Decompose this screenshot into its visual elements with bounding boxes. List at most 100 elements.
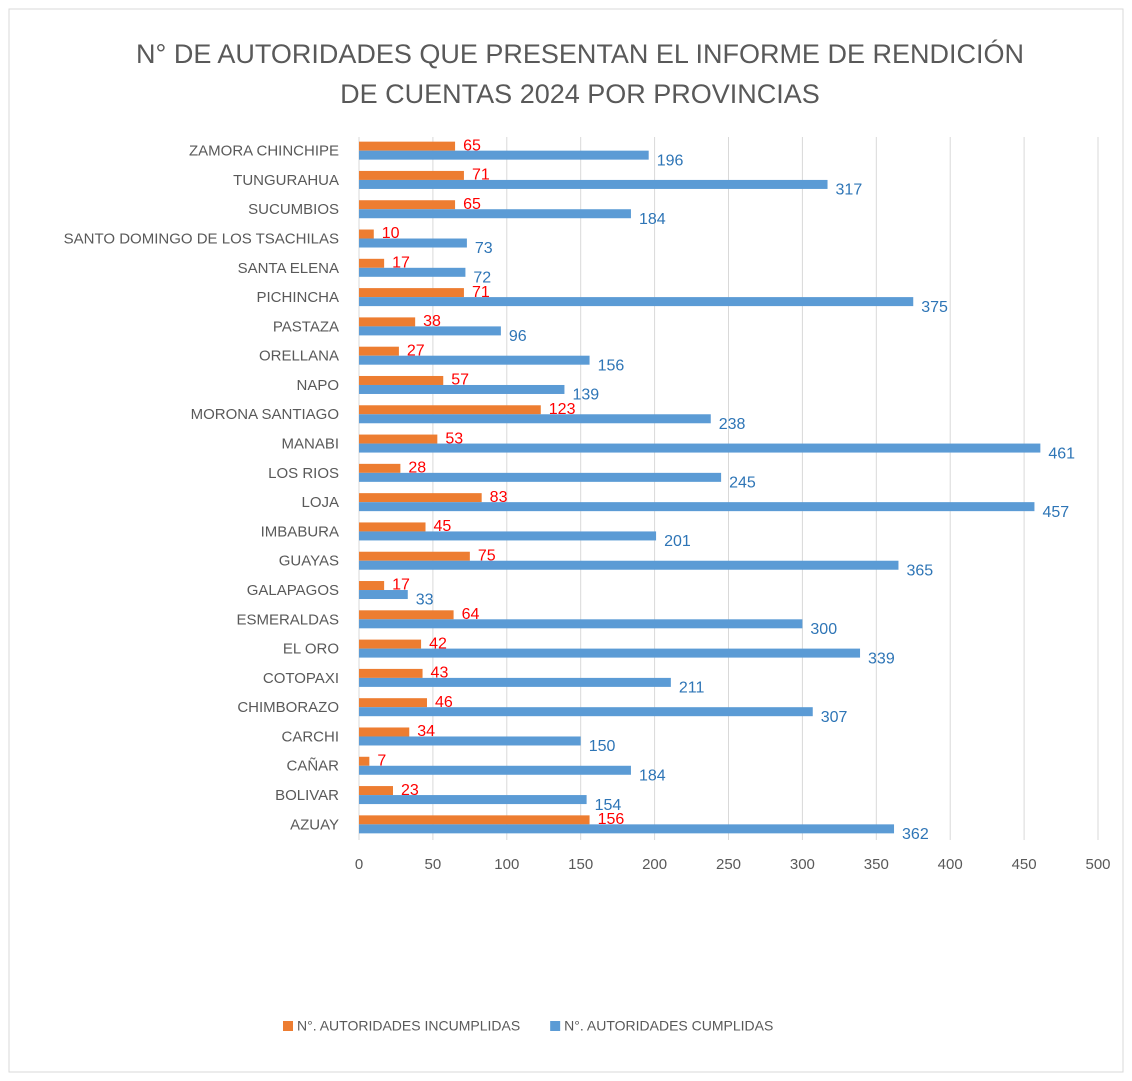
bar bbox=[359, 170, 464, 180]
bar bbox=[359, 317, 416, 327]
y-tick-label: SANTO DOMINGO DE LOS TSACHILAS bbox=[64, 230, 339, 247]
data-label: 10 bbox=[382, 225, 400, 242]
bar bbox=[359, 531, 657, 541]
bar bbox=[359, 756, 370, 766]
y-tick-label: LOJA bbox=[301, 494, 339, 511]
data-label: 46 bbox=[435, 694, 453, 711]
bar bbox=[359, 267, 466, 277]
data-label: 7 bbox=[377, 752, 386, 769]
bar bbox=[359, 619, 803, 629]
data-label: 156 bbox=[598, 357, 625, 374]
data-label: 196 bbox=[657, 152, 684, 169]
data-label: 317 bbox=[836, 182, 863, 199]
data-label: 27 bbox=[407, 342, 425, 359]
bar bbox=[359, 209, 631, 219]
bar bbox=[359, 472, 722, 482]
legend-swatch bbox=[283, 1021, 293, 1031]
y-tick-label: COTOPAXI bbox=[263, 670, 339, 687]
y-tick-label: SANTA ELENA bbox=[238, 260, 339, 277]
data-label: 71 bbox=[472, 167, 490, 184]
data-label: 43 bbox=[431, 665, 449, 682]
data-label: 96 bbox=[509, 328, 527, 345]
legend-label: N°. AUTORIDADES INCUMPLIDAS bbox=[297, 1018, 520, 1034]
y-tick-label: CARCHI bbox=[281, 728, 339, 745]
y-tick-label: PASTAZA bbox=[273, 318, 339, 335]
bar bbox=[359, 238, 467, 248]
data-label: 201 bbox=[664, 533, 691, 550]
bar bbox=[359, 405, 541, 415]
x-tick-label: 100 bbox=[494, 856, 519, 873]
data-label: 23 bbox=[401, 782, 419, 799]
y-tick-label: MANABI bbox=[281, 436, 339, 453]
data-label: 33 bbox=[416, 592, 434, 609]
bar bbox=[359, 200, 456, 210]
chart-title: DE CUENTAS 2024 POR PROVINCIAS bbox=[340, 79, 820, 109]
data-label: 184 bbox=[639, 767, 666, 784]
bar bbox=[359, 707, 813, 717]
bar bbox=[359, 463, 401, 473]
data-label: 300 bbox=[810, 621, 837, 638]
y-tick-label: TUNGURAHUA bbox=[233, 172, 339, 189]
data-label: 38 bbox=[423, 313, 441, 330]
bar bbox=[359, 560, 899, 570]
bar bbox=[359, 522, 426, 532]
data-label: 154 bbox=[595, 797, 622, 814]
data-label: 75 bbox=[478, 547, 496, 564]
y-tick-label: ZAMORA CHINCHIPE bbox=[189, 143, 339, 160]
y-tick-label: BOLIVAR bbox=[275, 787, 339, 804]
bar bbox=[359, 443, 1041, 453]
bar bbox=[359, 229, 374, 239]
bar bbox=[359, 297, 914, 307]
x-tick-label: 400 bbox=[938, 856, 963, 873]
data-label: 34 bbox=[417, 723, 435, 740]
data-label: 245 bbox=[729, 475, 756, 492]
data-label: 28 bbox=[408, 460, 426, 477]
data-label: 42 bbox=[429, 635, 447, 652]
data-label: 461 bbox=[1048, 445, 1075, 462]
bar bbox=[359, 590, 408, 600]
y-tick-label: AZUAY bbox=[290, 816, 339, 833]
bar bbox=[359, 786, 393, 796]
data-label: 375 bbox=[921, 299, 948, 316]
y-tick-label: LOS RIOS bbox=[268, 465, 339, 482]
bar bbox=[359, 288, 464, 298]
y-tick-label: ORELLANA bbox=[259, 348, 339, 365]
chart-border bbox=[8, 8, 1124, 1073]
data-label: 71 bbox=[472, 284, 490, 301]
bar bbox=[359, 581, 385, 591]
data-label: 65 bbox=[463, 137, 481, 154]
bar bbox=[359, 150, 649, 160]
y-tick-label: SUCUMBIOS bbox=[248, 201, 339, 218]
y-tick-label: GUAYAS bbox=[279, 553, 339, 570]
data-label: 362 bbox=[902, 826, 929, 843]
bar bbox=[359, 375, 444, 385]
chart-title: N° DE AUTORIDADES QUE PRESENTAN EL INFOR… bbox=[136, 38, 1024, 69]
data-label: 365 bbox=[906, 562, 933, 579]
data-label: 17 bbox=[392, 255, 410, 272]
bar bbox=[359, 355, 590, 365]
bar bbox=[359, 727, 410, 737]
y-tick-label: GALAPAGOS bbox=[247, 582, 339, 599]
bar bbox=[359, 677, 671, 687]
x-tick-label: 500 bbox=[1085, 856, 1110, 873]
data-label: 57 bbox=[451, 372, 469, 389]
data-label: 65 bbox=[463, 196, 481, 213]
data-label: 53 bbox=[445, 430, 463, 447]
bar bbox=[359, 765, 631, 775]
data-label: 72 bbox=[473, 270, 491, 287]
data-label: 156 bbox=[598, 811, 625, 828]
bar bbox=[359, 326, 501, 336]
bar bbox=[359, 668, 423, 678]
y-tick-label: PICHINCHA bbox=[256, 289, 339, 306]
data-label: 123 bbox=[549, 401, 576, 418]
data-label: 64 bbox=[462, 606, 480, 623]
bar bbox=[359, 434, 438, 444]
x-tick-label: 350 bbox=[864, 856, 889, 873]
data-label: 83 bbox=[490, 489, 508, 506]
data-label: 184 bbox=[639, 211, 666, 228]
bar bbox=[359, 610, 454, 620]
data-label: 211 bbox=[679, 680, 705, 697]
bar bbox=[359, 551, 470, 561]
y-tick-label: NAPO bbox=[296, 377, 339, 394]
